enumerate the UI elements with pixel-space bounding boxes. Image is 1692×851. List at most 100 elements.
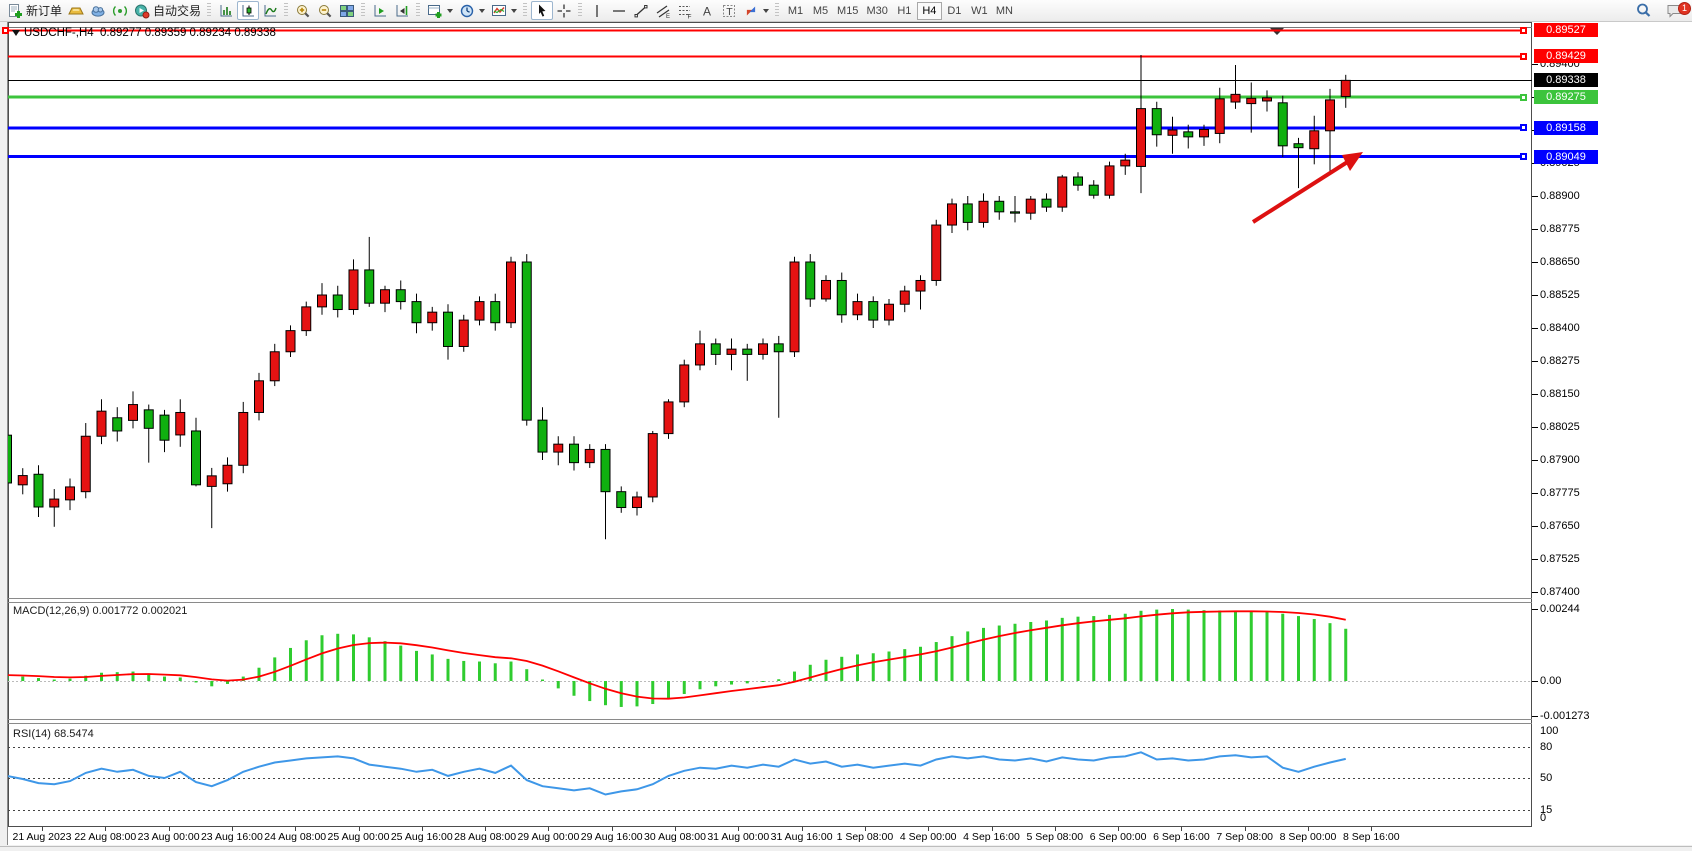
crosshair-button[interactable]: [553, 1, 575, 20]
fibonacci-button[interactable]: F: [674, 1, 696, 20]
macd-scale-label: -0.001273: [1540, 709, 1590, 722]
candle: [1088, 180, 1099, 199]
timeframe-m15[interactable]: M15: [837, 4, 859, 17]
candle: [537, 407, 548, 460]
price-tick-label: 0.88775: [1540, 222, 1580, 235]
hline-left-handle[interactable]: [2, 26, 9, 34]
trend-arrow-annotation[interactable]: [1251, 152, 1363, 224]
gold-button[interactable]: [65, 1, 87, 20]
date-label: 31 Aug 16:00: [770, 831, 833, 843]
macd-histogram-bar: [1312, 619, 1316, 681]
toolbar-separator: [523, 3, 528, 18]
chart-window[interactable]: [0, 22, 1692, 845]
price-tick: [1532, 459, 1538, 461]
macd-histogram-bar: [1249, 611, 1253, 681]
candle: [695, 330, 705, 371]
macd-histogram-bar: [304, 640, 308, 681]
zoom-in-button[interactable]: [292, 1, 314, 20]
hline-handle[interactable]: [1520, 26, 1527, 34]
notifications-button[interactable]: 1: [1663, 1, 1691, 20]
chart-shift-icon: [396, 4, 409, 16]
shift-marker-icon[interactable]: [1270, 28, 1284, 35]
timeframe-m1[interactable]: M1: [787, 4, 804, 17]
timeframe-h1[interactable]: H1: [897, 4, 912, 17]
macd-histogram-bar: [226, 681, 229, 684]
macd-histogram-bar: [572, 681, 576, 696]
macd-histogram-bar: [1076, 616, 1080, 681]
tile-windows-button[interactable]: [336, 1, 358, 20]
timeframe-m5[interactable]: M5: [812, 4, 829, 17]
cursor-button[interactable]: [531, 1, 554, 20]
new-order-button[interactable]: 新订单: [4, 1, 65, 20]
macd-histogram-bar: [367, 637, 371, 681]
zoom-out-button[interactable]: [314, 1, 336, 20]
line-chart-button[interactable]: [259, 1, 281, 20]
macd-histogram-bar: [446, 658, 450, 681]
price-tick-label: 0.88650: [1540, 255, 1580, 268]
new-chart-dropdown[interactable]: [424, 1, 456, 20]
candle: [1025, 196, 1036, 220]
dropdown-caret: [447, 8, 454, 13]
candle: [1057, 174, 1068, 212]
macd-histogram-bar: [1029, 621, 1033, 681]
auto-trading-button[interactable]: 自动交易: [131, 1, 204, 20]
arrows-dropdown[interactable]: [740, 1, 772, 20]
vertical-line-button[interactable]: [586, 1, 608, 20]
bar-chart-button[interactable]: [215, 1, 237, 20]
chart-plot[interactable]: [8, 22, 1532, 827]
periods-dropdown[interactable]: [456, 1, 488, 20]
date-label: 4 Sep 16:00: [963, 831, 1020, 843]
zoom-in-icon: [297, 4, 310, 17]
price-tick-label: 0.88400: [1540, 321, 1580, 334]
text-label-button[interactable]: T: [718, 1, 740, 20]
price-tick-label: 0.88150: [1540, 387, 1580, 400]
candle: [222, 457, 233, 492]
date-label: 23 Aug 16:00: [200, 831, 263, 843]
candle: [159, 409, 170, 453]
date-label: 22 Aug 08:00: [74, 831, 137, 843]
price-tick: [1532, 63, 1538, 65]
candle: [915, 275, 926, 310]
timeframe-h4[interactable]: H4: [916, 1, 942, 20]
auto-scroll-button[interactable]: [369, 1, 391, 20]
candle: [710, 338, 721, 365]
hline-handle[interactable]: [1520, 153, 1527, 161]
price-tick-label: 0.87900: [1540, 453, 1580, 466]
hline-price-label: 0.89049: [1534, 149, 1598, 164]
horizontal-line-button[interactable]: [608, 1, 630, 20]
chart-shift-button[interactable]: [391, 1, 413, 20]
timeframe-d1[interactable]: D1: [947, 4, 962, 17]
macd-histogram-bar: [1060, 617, 1064, 681]
price-tick-label: 0.87525: [1540, 552, 1580, 565]
price-tick: [1532, 294, 1538, 296]
hline-handle[interactable]: [1520, 93, 1527, 101]
timeframe-w1[interactable]: W1: [971, 4, 988, 17]
macd-tick: [1532, 715, 1538, 717]
rsi-line: [8, 751, 1346, 796]
candle: [332, 285, 343, 318]
signal-button[interactable]: [109, 1, 131, 20]
timeframe-m30[interactable]: M30: [866, 4, 888, 17]
timeframe-mn[interactable]: MN: [995, 4, 1013, 17]
candle: [1151, 101, 1162, 147]
indicators-dropdown[interactable]: [488, 1, 520, 20]
macd-histogram-bar: [273, 657, 277, 681]
cloud-button[interactable]: [87, 1, 109, 20]
macd-histogram-bar: [1092, 616, 1096, 681]
hline-handle[interactable]: [1520, 52, 1527, 60]
equidistant-channel-button[interactable]: E: [652, 1, 674, 20]
candlestick-chart-button[interactable]: [237, 1, 260, 20]
hline-price-label: 0.89158: [1534, 120, 1598, 135]
chart-title-caret-icon[interactable]: [12, 30, 20, 36]
price-tick-label: 0.87400: [1540, 585, 1580, 598]
trendline-button[interactable]: [630, 1, 652, 20]
hline-handle[interactable]: [1520, 124, 1527, 132]
search-button[interactable]: [1632, 1, 1655, 20]
date-label: 28 Aug 08:00: [454, 831, 517, 843]
macd-histogram-bar: [1045, 620, 1048, 681]
macd-histogram-bar: [21, 676, 25, 681]
candle: [1246, 82, 1257, 133]
text-button[interactable]: A: [696, 1, 718, 20]
candle: [443, 304, 453, 360]
macd-histogram-bar: [777, 679, 781, 681]
